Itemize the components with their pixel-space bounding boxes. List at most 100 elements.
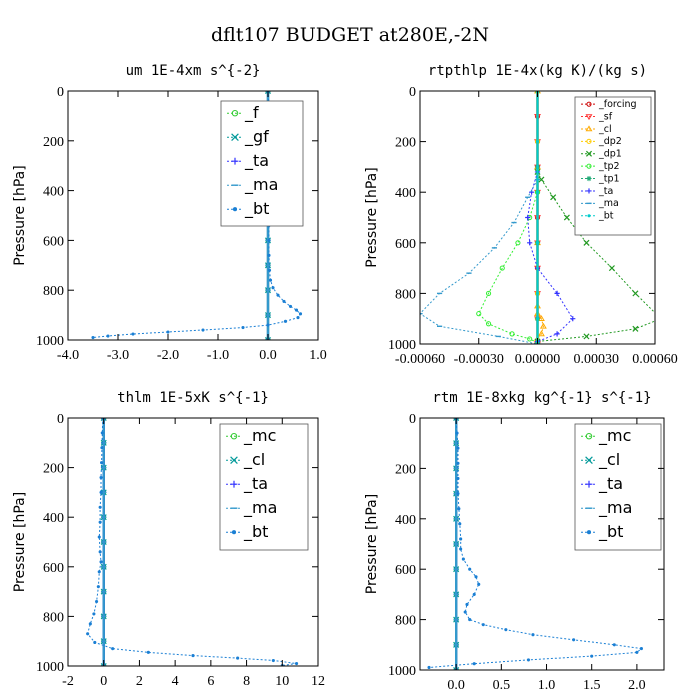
data-point: [166, 330, 170, 334]
series-line: [478, 192, 538, 344]
legend-entry: _ma: [581, 498, 632, 518]
axes-frame: [419, 417, 665, 671]
legend-label: _dp2: [598, 136, 622, 147]
legend-marker: [230, 480, 238, 488]
legend-entry: _bt: [226, 522, 268, 542]
data-point: [282, 299, 286, 303]
data-point: [658, 316, 663, 321]
y-tick-label: 600: [395, 563, 416, 578]
data-point: [635, 650, 639, 654]
x-tick-label: 0.5: [493, 678, 511, 693]
legend-entry: _dp2: [581, 136, 622, 147]
legend-label: _cl: [598, 124, 612, 135]
x-tick-label: 0.0: [447, 678, 465, 693]
data-point: [539, 322, 547, 329]
legend-entry: _ma: [226, 498, 277, 518]
legend-box: [574, 96, 652, 236]
data-point: [99, 560, 103, 564]
data-point: [131, 332, 135, 336]
data-point: [608, 265, 615, 272]
series-bt: [427, 418, 643, 670]
plot-area: [427, 418, 643, 670]
y-tick-label: 400: [43, 185, 64, 200]
data-point: [535, 317, 540, 321]
y-tick-label: 200: [43, 462, 64, 477]
data-point: [97, 570, 101, 574]
panel-3: thlm 1E-5xK s^{-1} Pressure [hPa] _mc _cl _t…: [12, 390, 325, 689]
data-point: [570, 316, 576, 322]
legend-entry: _ta: [226, 474, 268, 494]
data-point: [461, 557, 465, 561]
legend-label: _bt: [598, 211, 614, 222]
legend-marker: [230, 456, 238, 465]
legend-entry: _bt: [581, 522, 623, 542]
data-point: [427, 665, 431, 670]
series-line: [420, 179, 538, 344]
legend-marker: [231, 530, 237, 535]
data-point: [99, 475, 103, 480]
legend-label: _ma: [244, 175, 278, 195]
x-tick-label: -3.0: [107, 348, 129, 363]
data-point: [456, 476, 460, 481]
legend-entry: _cl: [581, 124, 612, 135]
data-point: [241, 325, 245, 330]
x-tick-label: 0: [100, 674, 107, 689]
legend-entry: _ma: [581, 198, 619, 209]
y-tick-label: 800: [43, 610, 64, 625]
y-tick-label: 600: [43, 234, 64, 249]
data-point: [453, 418, 460, 422]
data-point: [106, 334, 110, 338]
y-tick-label: 0: [57, 85, 64, 100]
legend-entry: _ta: [581, 474, 623, 494]
data-point: [100, 662, 107, 666]
data-point: [98, 550, 102, 554]
legend-label: _ta: [243, 474, 268, 494]
legend-label: _bt: [243, 522, 268, 542]
data-point: [583, 239, 590, 246]
data-point: [91, 335, 95, 340]
data-point: [88, 622, 92, 626]
legend-label: _ma: [243, 498, 277, 518]
y-tick-label: 0: [409, 85, 416, 100]
data-point: [453, 666, 460, 670]
data-point: [465, 602, 469, 607]
panel-4: rtm 1E-8xkg kg^{-1} s^{-1} Pressure [hPa]…: [364, 390, 665, 693]
data-point: [267, 238, 271, 242]
data-point: [468, 618, 472, 622]
data-point: [276, 293, 280, 297]
data-point: [99, 490, 103, 494]
panel-title: rtm 1E-8xkg kg^{-1} s^{-1}: [432, 390, 651, 406]
series-tp2: [476, 189, 541, 344]
legend-entry: _cl: [226, 450, 265, 470]
x-tick-label: -2.0: [157, 348, 179, 363]
legend-box: [219, 423, 309, 551]
legend-label: _gf: [244, 127, 269, 147]
legend-entry: _f: [227, 103, 259, 123]
y-axis-label: Pressure [hPa]: [364, 494, 380, 594]
legend-label: _tp1: [598, 173, 620, 184]
data-point: [535, 190, 540, 194]
series-bt: [86, 418, 299, 666]
legend-marker: [586, 138, 592, 144]
panel-1: um 1E-4xm s^{-2} Pressure [hPa] _f _gf _ta _m…: [12, 63, 327, 363]
legend-entry: _bt: [227, 199, 269, 219]
legend-marker: [231, 157, 239, 165]
data-point: [100, 461, 104, 465]
panel-title: um 1E-4xm s^{-2}: [126, 63, 261, 79]
legend-marker: [586, 188, 592, 194]
legend-label: _ma: [598, 198, 619, 209]
legend-entry: _ta: [227, 151, 269, 171]
figure-title: dflt107 BUDGET at280E,-2N: [211, 24, 489, 46]
x-tick-label: -4.0: [57, 348, 79, 363]
legend-label: _f: [244, 103, 259, 123]
y-tick-label: 1000: [388, 338, 416, 353]
data-point: [100, 431, 104, 435]
x-tick-label: 1.5: [583, 678, 601, 693]
x-tick-label: 8: [243, 674, 250, 689]
data-point: [456, 492, 460, 496]
legend-entry: _cl: [581, 450, 620, 470]
legend-entry: _forcing: [581, 99, 637, 110]
plot-area: [420, 91, 663, 344]
legend-marker: [585, 150, 593, 157]
data-point: [456, 461, 460, 465]
